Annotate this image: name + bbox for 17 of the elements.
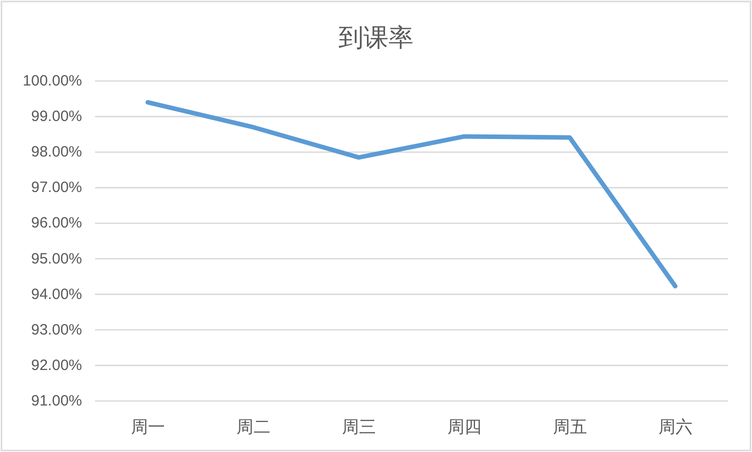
x-tick-label: 周三 (342, 418, 376, 436)
y-tick-label: 92.00% (31, 356, 82, 374)
x-tick-label: 周二 (236, 418, 270, 436)
y-tick-label: 93.00% (31, 321, 82, 338)
y-tick-label: 98.00% (31, 144, 82, 161)
title: 到课率 (338, 24, 414, 52)
y-tick-label: 97.00% (31, 179, 82, 196)
y-tick-label: 100.00% (22, 72, 82, 90)
x-tick-label: 周四 (447, 418, 482, 436)
x-tick-label: 周一 (130, 418, 165, 436)
y-tick-label: 95.00% (31, 250, 82, 268)
y-tick-label: 91.00% (31, 392, 82, 410)
x-tick-label: 周六 (658, 418, 692, 436)
y-tick-label: 94.00% (31, 286, 82, 303)
y-tick-label: 96.00% (31, 214, 82, 232)
y-tick-label: 99.00% (31, 108, 82, 126)
x-tick-label: 周五 (552, 418, 587, 436)
